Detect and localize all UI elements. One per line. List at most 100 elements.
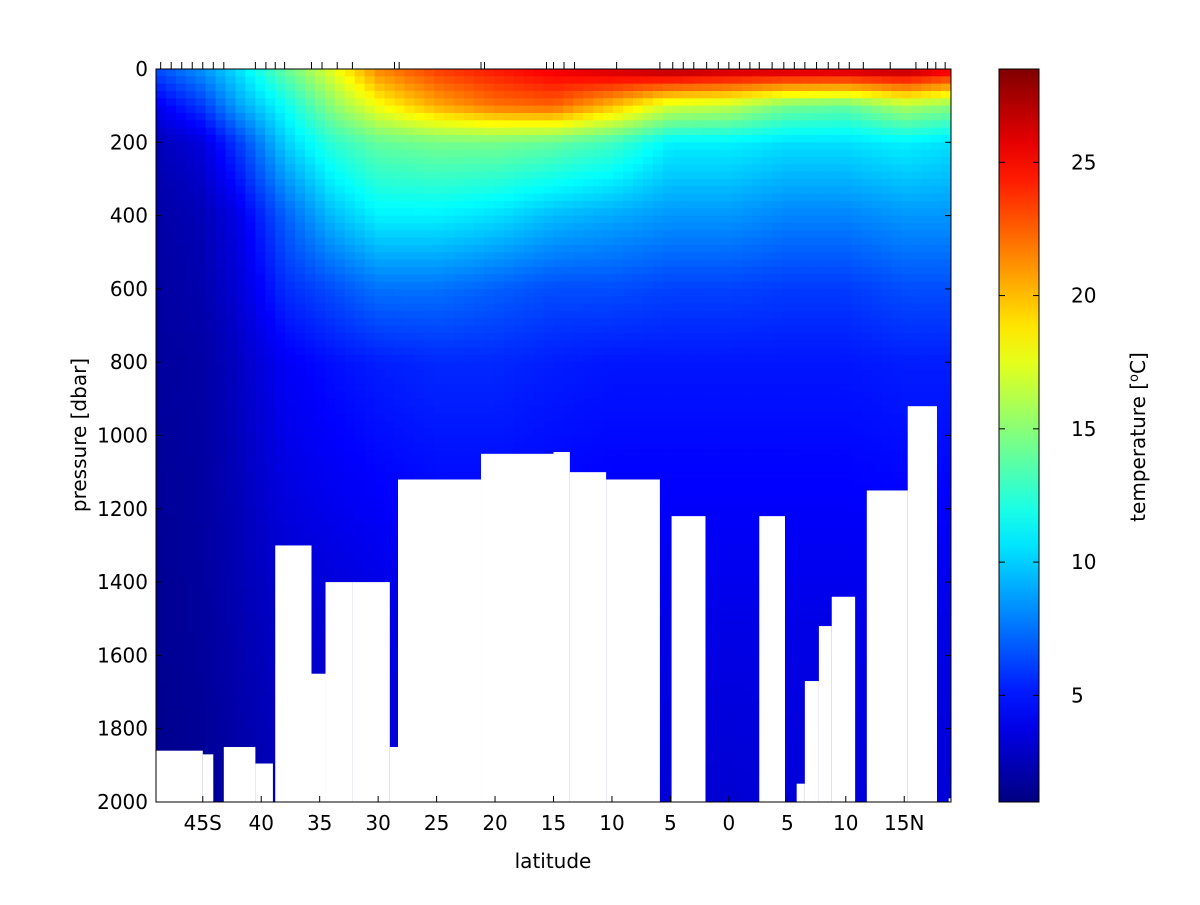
heat-cell	[216, 135, 227, 143]
heat-cell	[186, 69, 197, 77]
heat-cell	[395, 223, 406, 231]
heat-cell	[613, 406, 624, 414]
heat-cell	[355, 340, 366, 348]
heat-cell	[186, 501, 197, 509]
heat-cell	[563, 150, 574, 158]
heat-cell	[206, 252, 217, 260]
heat-cell	[563, 194, 574, 202]
heat-cell	[504, 186, 515, 194]
heat-cell	[385, 267, 396, 275]
heat-cell	[633, 362, 644, 370]
heat-cell	[285, 282, 296, 290]
heat-cell	[494, 414, 505, 422]
heat-cell	[275, 267, 286, 275]
heat-cell	[216, 157, 227, 165]
heat-cell	[186, 707, 197, 715]
heat-cell	[633, 106, 644, 114]
heat-cell	[156, 274, 167, 282]
heat-cell	[245, 670, 256, 678]
heat-cell	[236, 355, 247, 363]
heat-cell	[573, 172, 584, 180]
heat-cell	[166, 721, 177, 729]
heat-cell	[563, 76, 574, 84]
heat-cell	[484, 406, 495, 414]
heat-cell	[474, 399, 485, 407]
heat-cell	[196, 194, 207, 202]
heat-cell	[166, 392, 177, 400]
heat-cell	[395, 399, 406, 407]
heat-cell	[355, 260, 366, 268]
heat-cell	[514, 120, 525, 128]
heat-cell	[544, 179, 555, 187]
heat-cell	[325, 399, 336, 407]
heat-cell	[265, 238, 276, 246]
heat-cell	[216, 120, 227, 128]
heat-cell	[186, 216, 197, 224]
heat-cell	[404, 186, 415, 194]
heat-cell	[365, 296, 376, 304]
heat-cell	[176, 98, 187, 106]
heat-cell	[375, 311, 386, 319]
heat-cell	[156, 743, 167, 751]
heat-cell	[573, 194, 584, 202]
heat-cell	[444, 355, 455, 363]
heat-cell	[236, 428, 247, 436]
heat-cell	[206, 611, 217, 619]
heat-cell	[484, 384, 495, 392]
heat-cell	[404, 223, 415, 231]
heat-cell	[464, 106, 475, 114]
heat-cell	[534, 164, 545, 172]
heat-cell	[245, 370, 256, 378]
heat-cell	[176, 553, 187, 561]
heat-cell	[325, 377, 336, 385]
heat-cell	[265, 362, 276, 370]
heat-cell	[315, 641, 326, 649]
heat-cell	[305, 223, 316, 231]
heat-cell	[395, 179, 406, 187]
heat-cell	[196, 230, 207, 238]
heat-cell	[305, 392, 316, 400]
heat-cell	[544, 296, 555, 304]
heat-cell	[166, 128, 177, 136]
heat-cell	[484, 157, 495, 165]
heat-cell	[166, 113, 177, 121]
heat-cell	[534, 289, 545, 297]
heat-cell	[385, 436, 396, 444]
heat-cell	[216, 692, 227, 700]
heat-cell	[444, 443, 455, 451]
heat-cell	[474, 443, 485, 451]
heat-cell	[255, 216, 266, 224]
heat-cell	[245, 450, 256, 458]
heat-cell	[534, 91, 545, 99]
heat-cell	[573, 91, 584, 99]
heat-cell	[275, 414, 286, 422]
heat-cell	[176, 282, 187, 290]
heat-cell	[236, 479, 247, 487]
heat-cell	[424, 267, 435, 275]
heat-cell	[643, 245, 654, 253]
heat-cell	[375, 333, 386, 341]
heat-cell	[196, 252, 207, 260]
heat-cell	[613, 91, 624, 99]
heat-cell	[623, 421, 634, 429]
heat-cell	[355, 318, 366, 326]
heat-cell	[414, 384, 425, 392]
heat-cell	[424, 318, 435, 326]
heat-cell	[166, 340, 177, 348]
heat-cell	[226, 238, 237, 246]
heat-cell	[176, 311, 187, 319]
heat-cell	[305, 142, 316, 150]
heat-cell	[355, 223, 366, 231]
heat-cell	[166, 348, 177, 356]
heat-cell	[404, 106, 415, 114]
heat-cell	[414, 348, 425, 356]
heat-cell	[514, 164, 525, 172]
heat-cell	[623, 318, 634, 326]
heat-cell	[494, 216, 505, 224]
heat-cell	[305, 201, 316, 209]
heat-cell	[206, 655, 217, 663]
heat-cell	[325, 208, 336, 216]
heat-cell	[335, 91, 346, 99]
heat-cell	[345, 186, 356, 194]
heat-cell	[424, 208, 435, 216]
